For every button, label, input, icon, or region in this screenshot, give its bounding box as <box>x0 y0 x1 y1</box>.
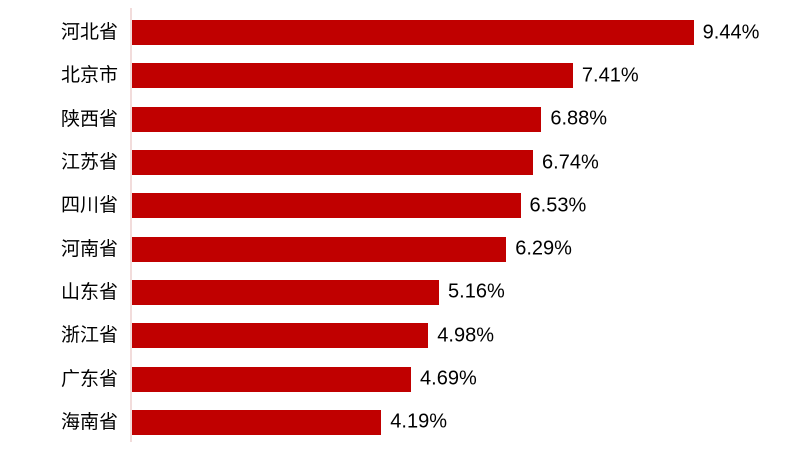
chart-row: 河北省 9.44% <box>0 11 791 54</box>
category-label: 河北省 <box>60 22 118 44</box>
category-label: 河南省 <box>60 238 118 260</box>
category-label: 四川省 <box>60 195 118 217</box>
category-label: 江苏省 <box>60 152 118 174</box>
bar-track: 6.88% <box>132 106 791 132</box>
bar-track: 4.98% <box>132 323 791 349</box>
category-label: 北京市 <box>60 65 118 87</box>
bar <box>132 279 440 305</box>
bar <box>132 323 429 349</box>
category-label: 浙江省 <box>60 325 118 347</box>
chart-row: 河南省 6.29% <box>0 227 791 270</box>
category-label: 山东省 <box>60 281 118 303</box>
bar-track: 4.69% <box>132 366 791 392</box>
value-label: 4.69% <box>420 367 477 390</box>
value-label: 5.16% <box>448 281 505 304</box>
category-label: 陕西省 <box>60 108 118 130</box>
value-label: 4.19% <box>390 410 448 433</box>
bar-track: 9.44% <box>132 20 791 46</box>
bar-track: 6.29% <box>132 236 791 262</box>
bar-track: 6.74% <box>132 150 791 176</box>
value-label: 6.53% <box>529 194 587 217</box>
bar <box>132 20 694 46</box>
bar-track: 7.41% <box>132 63 791 89</box>
bar <box>132 193 521 219</box>
chart-row: 陕西省 6.88% <box>0 98 791 141</box>
bar <box>132 409 382 435</box>
bar-track: 5.16% <box>132 279 791 305</box>
bar-track: 6.53% <box>132 193 791 219</box>
bar-track: 4.19% <box>132 409 791 435</box>
category-label: 海南省 <box>60 411 118 433</box>
value-label: 6.88% <box>550 107 608 130</box>
y-axis-line <box>130 8 132 442</box>
value-label: 7.41% <box>581 64 639 87</box>
bar <box>132 366 412 392</box>
chart-row: 山东省 5.16% <box>0 271 791 314</box>
chart-row: 广东省 4.69% <box>0 357 791 400</box>
bar <box>132 150 534 176</box>
chart-row: 四川省 6.53% <box>0 184 791 227</box>
chart-row: 江苏省 6.74% <box>0 141 791 184</box>
bar <box>132 63 573 89</box>
chart-rows: 河北省 9.44% 北京市 7.41% 陕西省 6.88% 江苏省 6.74% … <box>0 11 791 444</box>
value-label: 6.29% <box>515 237 572 260</box>
value-label: 6.74% <box>542 151 599 174</box>
value-label: 4.98% <box>437 324 495 347</box>
chart-row: 海南省 4.19% <box>0 401 791 444</box>
chart-row: 浙江省 4.98% <box>0 314 791 357</box>
bar <box>132 106 542 132</box>
value-label: 9.44% <box>702 21 760 44</box>
chart-row: 北京市 7.41% <box>0 54 791 97</box>
bar <box>132 236 507 262</box>
category-label: 广东省 <box>60 368 118 390</box>
